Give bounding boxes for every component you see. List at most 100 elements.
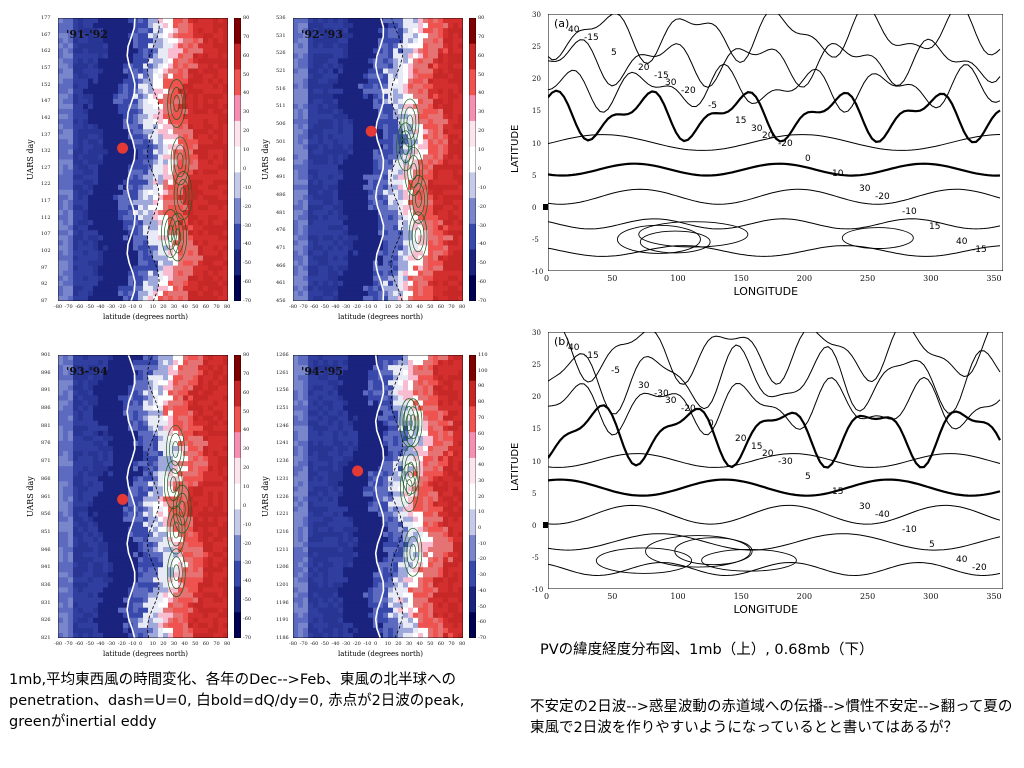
x-tick-label: 50 [192,304,199,310]
x-tick-label: 40 [181,304,188,310]
year-label: '94-'95 [301,365,343,378]
contour-label: 20 [638,63,650,73]
contour-label: -10 [902,207,917,217]
x-tick-label: -80 [289,304,298,310]
caption-right-title: PVの緯度経度分布図、1mb（上）, 0.68mb（下） [540,642,874,658]
y-tick-label: 20 [532,393,541,402]
y-tick-label: 896 [41,369,51,376]
y-tick-label: 836 [41,581,51,588]
y-tick-label: 1246 [276,422,289,429]
colorbar-tick-label: -70 [478,635,487,641]
x-tick-label: 60 [437,304,445,310]
y-tick-label: 1191 [276,617,289,624]
x-tick-label: -70 [64,641,73,647]
colorbar-tick-label: -70 [243,298,252,304]
x-tick-label: -10 [363,641,372,647]
y-tick-label: 466 [276,262,286,269]
x-tick-label: 80 [459,641,466,647]
two-day-wave-peak-dot [352,465,364,477]
y-tick-label: 87 [41,298,48,304]
y-tick-label: 0 [532,521,537,530]
colorbar-tick-label: -60 [478,619,487,626]
colorbar-tick-label: -50 [478,603,487,610]
y-tick-label: 25 [532,43,541,52]
x-tick-label: -60 [310,304,319,310]
y-tick-label: 5 [532,171,537,180]
y-tick-label: 901 [41,352,51,358]
y-tick-label: 1201 [276,581,289,588]
x-tick-label: 70 [213,641,220,647]
x-tick-label: 30 [405,641,413,647]
x-tick-label: 10 [384,641,391,647]
colorbar [468,354,477,639]
y-tick-label: -5 [532,235,539,244]
y-tick-label: 162 [41,48,51,55]
heatmap-plot [293,18,463,301]
colorbar-tick-label: 0 [243,502,247,509]
colorbar-tick-label: 70 [478,414,485,421]
contour-label: -15 [584,351,599,361]
year-label: '93-'94 [66,365,108,378]
contour-label: 10 [832,169,844,179]
y-tick-label: 15 [532,425,541,434]
y-tick-label: 531 [276,32,286,39]
x-tick-label: 0 [374,304,378,310]
x-tick-label: 80 [224,304,231,310]
x-tick-label: 40 [416,641,423,647]
x-tick-label: 350 [986,592,1002,601]
x-tick-label: -50 [85,641,94,647]
x-tick-label: 50 [607,592,618,601]
x-tick-label: 0 [544,592,550,601]
x-tick-label: 30 [170,304,178,310]
colorbar-tick-label: -40 [478,241,487,248]
x-tick-label: -60 [310,641,319,647]
x-tick-label: 0 [544,274,550,283]
y-tick-label: 826 [41,617,51,624]
x-tick-label: -40 [96,641,105,647]
colorbar-tick-label: 30 [478,109,485,116]
y-tick-label: 102 [41,248,51,255]
x-tick-label: -50 [320,304,329,310]
y-tick-label: 177 [41,15,51,21]
y-tick-label: 521 [276,68,286,75]
y-tick-label: 486 [276,191,286,198]
y-axis-label: LATITUDE [510,124,521,173]
y-axis-label: UARS day [261,138,270,180]
contour-label: -40 [875,510,890,520]
y-tick-label: 10 [532,457,541,466]
x-tick-label: 0 [139,641,143,647]
y-tick-label: 30 [532,329,541,337]
x-tick-label: 60 [437,641,445,647]
contour-label: -20 [875,192,890,202]
colorbar-tick-label: 100 [478,367,488,374]
colorbar-tick-label: -60 [478,279,487,286]
contour-label: 40 [956,237,968,247]
y-tick-label: 496 [276,156,286,163]
contour-label: 40 [956,555,968,565]
contour-label: -20 [778,139,793,149]
contour-label: 0 [708,419,714,429]
y-tick-label: 476 [276,227,286,234]
colorbar-tick-label: -30 [478,572,487,579]
y-tick-label: 132 [41,148,51,155]
x-tick-label: -10 [128,304,137,310]
y-tick-label: 886 [41,405,51,412]
x-axis-label: LONGITUDE [733,285,799,298]
x-tick-label: 0 [139,304,143,310]
colorbar-tick-label: 50 [478,446,485,453]
y-tick-label: 1251 [276,405,289,412]
contour-label: 40 [568,25,580,35]
y-tick-label: 846 [41,546,51,553]
x-axis-label: latitude (degrees north) [103,313,189,321]
colorbar-tick-label: 10 [478,509,485,516]
y-tick-label: 1236 [276,458,289,465]
y-tick-label: 5 [532,489,537,498]
contour-label: -30 [778,457,793,467]
x-tick-label: -60 [75,641,84,647]
colorbar-tick-label: 70 [243,33,250,40]
colorbar-tick-label: 20 [478,493,485,500]
y-tick-label: 881 [41,422,51,429]
colorbar-tick-label: 110 [478,352,488,358]
x-axis-label: latitude (degrees north) [103,650,189,658]
colorbar-tick-label: -40 [478,587,487,594]
